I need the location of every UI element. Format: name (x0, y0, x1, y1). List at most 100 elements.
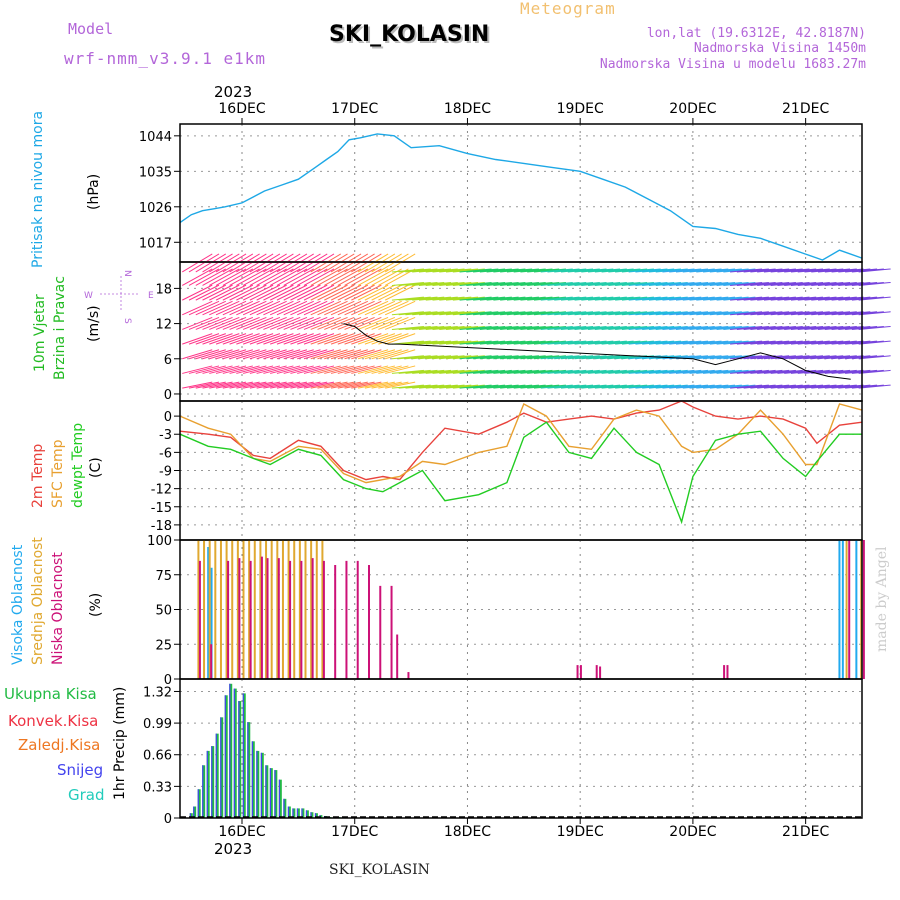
wind-barb (554, 281, 587, 286)
wind-barb (310, 316, 341, 330)
wind-barb (730, 296, 763, 301)
wind-barb (500, 268, 533, 273)
wind-barb (432, 384, 465, 389)
wind-barb (533, 281, 567, 286)
wind-barb (222, 300, 254, 316)
wind-barb (838, 340, 871, 345)
wind-barb (648, 384, 681, 389)
wind-barb (506, 311, 539, 316)
product-name: Meteogram (520, 0, 616, 18)
wind-barb (581, 369, 614, 374)
precip-bar (247, 722, 251, 818)
wind-barb (378, 253, 409, 273)
pressure-unit: (hPa) (86, 174, 102, 210)
wind-barb (358, 381, 389, 389)
wind-barb (297, 381, 328, 389)
wind-barb (283, 300, 314, 316)
wind-barb (811, 281, 844, 286)
wind-barb (452, 340, 485, 345)
wind-barb (371, 300, 402, 316)
wind-barb (567, 384, 600, 389)
wind-barb (202, 284, 233, 301)
wind-barb (364, 316, 396, 330)
wind-barb (351, 268, 382, 286)
wind-barb (276, 300, 308, 316)
wind-barb (574, 325, 607, 330)
wind-barb (621, 325, 654, 330)
wind-barb (283, 333, 314, 345)
wind-barb (797, 311, 830, 316)
wind-barb (790, 369, 824, 374)
wind-barb (662, 384, 695, 389)
wind-barb (317, 333, 348, 345)
wind-barb (696, 268, 729, 273)
wind-barb (642, 268, 675, 273)
wind-barb (229, 365, 260, 374)
wind-barb (364, 284, 396, 301)
wind-barb (364, 253, 396, 273)
wind-barb (466, 340, 499, 345)
wind-barb (188, 349, 220, 360)
wind-barb (236, 268, 267, 286)
wind-barb (249, 253, 281, 273)
y-tick-label: 50 (155, 604, 172, 619)
wind-barb (479, 296, 512, 301)
wind-barb (723, 355, 756, 360)
wind-barb (466, 311, 499, 316)
wind-barb (858, 355, 891, 360)
wind-barb (236, 253, 267, 273)
wind-barb (310, 253, 342, 273)
wind-barb (669, 296, 702, 301)
temp-unit: (C) (88, 457, 104, 478)
wind-barb (222, 365, 253, 374)
y-tick-label: 0.66 (143, 749, 172, 764)
wind-barb (655, 296, 688, 301)
wind-barb (554, 355, 587, 360)
wind-barb (188, 284, 220, 301)
wind-barb (594, 281, 627, 286)
precip-bar (224, 695, 228, 818)
wind-barb (655, 311, 688, 316)
snow-bar (189, 813, 191, 818)
wind-barb (567, 325, 600, 330)
wind-barb (669, 311, 702, 316)
wind-barb (351, 300, 382, 316)
wind-barb (540, 296, 573, 301)
wind-barb (723, 268, 756, 273)
wind-barb (797, 340, 830, 345)
wind-barb (642, 384, 675, 389)
wind-barb (763, 369, 796, 374)
wind-barb (445, 369, 479, 374)
wind-barb (452, 384, 485, 389)
wind-barb (215, 333, 247, 345)
wind-barb (202, 253, 233, 273)
wind-barb (601, 311, 634, 316)
wind-barb (824, 369, 857, 374)
wind-barb (317, 365, 348, 374)
wind-barb (797, 268, 830, 273)
wind-barb (215, 300, 247, 316)
precip-bar (215, 733, 219, 818)
wind-barb (574, 296, 607, 301)
wind-barb (303, 300, 335, 316)
wind-barb (581, 311, 614, 316)
wind-barb (682, 340, 715, 345)
wind-barb (229, 316, 260, 330)
wind-barb (276, 284, 308, 301)
wind-barb (845, 311, 878, 316)
wind-barb (249, 381, 280, 389)
wind-barb (804, 340, 837, 345)
wind-barb (344, 333, 375, 345)
wind-barb (824, 355, 857, 360)
wind-barb (689, 369, 722, 374)
precip-bar (301, 808, 305, 818)
wind-barb (588, 281, 621, 286)
wind-barb (371, 253, 402, 273)
wind-barb (709, 311, 742, 316)
wind-barb (297, 333, 328, 345)
credit-watermark: made by Angel (874, 546, 890, 652)
snow-bar (287, 806, 290, 818)
wind-barb (296, 253, 328, 273)
wind-barb (297, 349, 328, 360)
wind-barb (256, 300, 287, 316)
